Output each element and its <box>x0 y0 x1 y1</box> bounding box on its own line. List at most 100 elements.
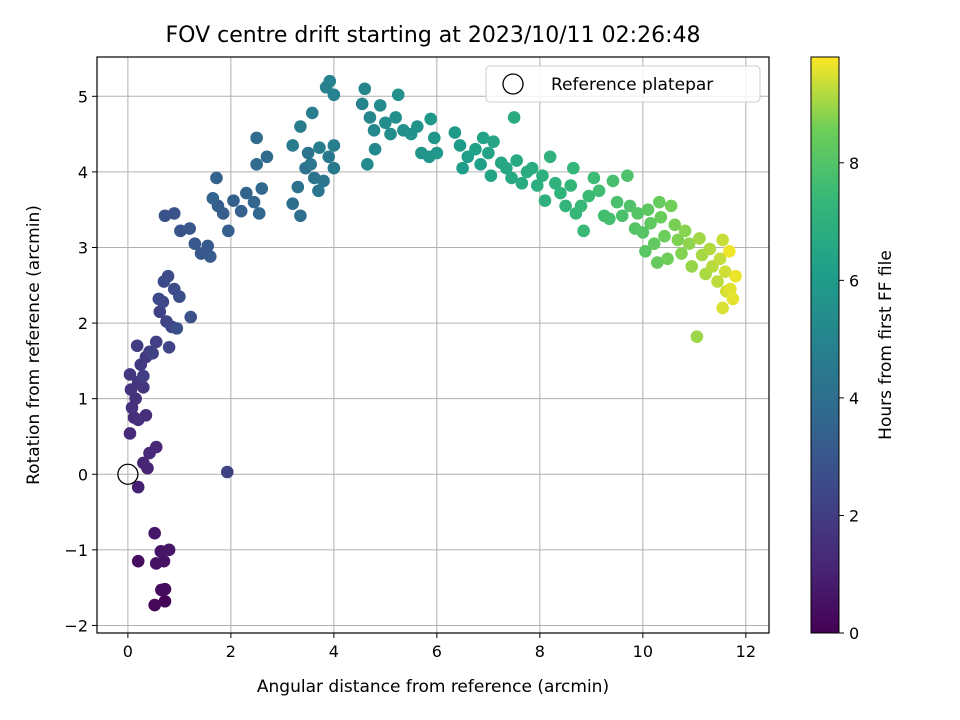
data-point <box>148 526 161 540</box>
data-point <box>582 189 596 203</box>
y-tick-label: 1 <box>78 390 88 409</box>
data-point <box>461 150 475 164</box>
colorbar-tick-label: 6 <box>849 271 859 290</box>
x-tick-label: 4 <box>329 642 339 661</box>
chart-title: FOV centre drift starting at 2023/10/11 … <box>166 23 701 48</box>
data-point <box>716 301 729 315</box>
y-tick-label: −2 <box>64 616 88 635</box>
data-point <box>636 226 650 239</box>
data-point <box>703 242 717 256</box>
data-point <box>313 141 326 155</box>
data-point <box>510 154 523 167</box>
data-point <box>554 186 567 200</box>
data-point <box>644 216 657 230</box>
data-point <box>227 194 240 207</box>
data-point <box>240 186 253 200</box>
data-point <box>682 237 696 251</box>
data-point <box>476 131 490 145</box>
colorbar-label: Hours from first FF file <box>876 250 896 440</box>
data-point <box>671 233 685 247</box>
colorbar-gradient <box>810 56 840 634</box>
data-point <box>137 456 150 470</box>
colorbar-tick-label: 0 <box>849 624 859 643</box>
data-point <box>726 292 740 306</box>
y-tick-label: 3 <box>78 238 88 257</box>
data-point <box>188 237 202 251</box>
data-point <box>143 446 156 460</box>
legend-label: Reference platepar <box>551 75 713 95</box>
data-point <box>203 250 217 263</box>
data-point <box>623 199 637 213</box>
y-tick-label: 5 <box>78 87 88 106</box>
data-point <box>301 146 315 160</box>
x-tick-label: 12 <box>736 642 756 661</box>
data-point <box>183 222 196 235</box>
x-tick-label: 2 <box>226 642 236 661</box>
data-point <box>639 244 652 258</box>
data-point <box>587 171 601 185</box>
data-point <box>654 210 668 224</box>
plot-frame <box>96 56 770 634</box>
data-point <box>304 158 318 171</box>
data-point <box>368 142 382 156</box>
x-tick-label: 8 <box>535 642 545 661</box>
data-point <box>641 203 655 216</box>
data-point <box>500 161 513 175</box>
data-point <box>379 116 392 130</box>
data-point <box>162 543 176 557</box>
data-point <box>312 184 325 198</box>
data-point <box>157 554 171 568</box>
data-point <box>661 252 674 266</box>
data-point <box>384 127 397 141</box>
data-point <box>469 142 482 156</box>
data-point <box>291 180 305 194</box>
data-point <box>685 260 699 273</box>
data-point <box>131 480 145 494</box>
data-point <box>173 290 186 303</box>
data-point <box>255 182 269 195</box>
data-point <box>167 207 181 220</box>
data-point <box>184 310 198 324</box>
x-axis-ticks: 0 2 4 6 8 10 12 <box>123 633 756 661</box>
x-tick-label: 6 <box>432 642 442 661</box>
data-point <box>148 598 161 612</box>
data-point <box>286 197 299 210</box>
y-tick-label: 2 <box>78 314 88 333</box>
legend: Reference platepar <box>485 65 761 103</box>
data-point <box>152 292 166 306</box>
data-point <box>487 135 500 148</box>
data-point <box>631 207 644 220</box>
data-point <box>668 218 682 232</box>
x-tick-label: 0 <box>123 642 133 661</box>
data-point <box>327 88 341 102</box>
data-point <box>216 207 230 220</box>
colorbar: 0 2 4 6 8 Hours from first FF file <box>810 56 896 643</box>
data-point <box>430 146 444 160</box>
data-point <box>123 368 137 381</box>
colorbar-ticks: 0 2 4 6 8 <box>839 154 859 643</box>
data-point <box>162 340 176 354</box>
data-point <box>690 330 704 343</box>
data-point <box>153 305 167 319</box>
data-point <box>515 176 529 190</box>
y-tick-label: 0 <box>78 465 88 484</box>
data-point <box>567 161 580 175</box>
reference-platepar-marker <box>117 463 139 485</box>
data-point <box>427 131 441 145</box>
data-point <box>536 169 549 182</box>
data-point <box>363 111 377 124</box>
data-point <box>161 269 175 283</box>
data-point <box>201 239 215 253</box>
data-point <box>610 195 624 209</box>
colorbar-tick-label: 8 <box>849 154 859 173</box>
data-point <box>675 247 688 260</box>
data-point <box>592 184 606 198</box>
data-point <box>621 169 634 182</box>
data-point <box>361 158 374 171</box>
data-point <box>260 150 274 164</box>
data-point <box>149 335 163 349</box>
data-point <box>718 265 732 278</box>
data-point <box>693 232 706 245</box>
data-point <box>711 275 724 288</box>
